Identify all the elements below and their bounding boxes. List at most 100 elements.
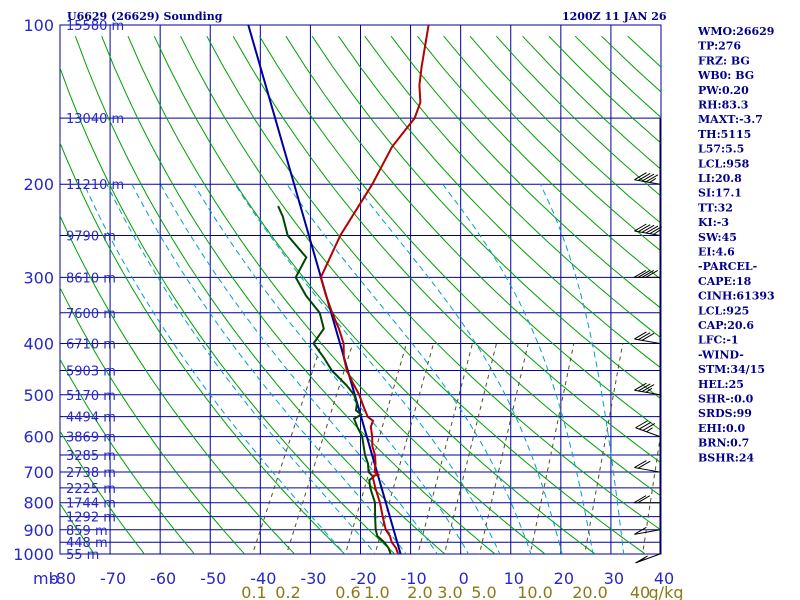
- wind-barb: [633, 269, 660, 278]
- index-entry: TP:276: [698, 40, 741, 53]
- adiabat-lines: [60, 35, 661, 554]
- mixing-ratio-label: 5.0: [471, 583, 496, 600]
- dry-adiabat: [180, 35, 647, 554]
- temperature-tick-label: -60: [150, 569, 176, 588]
- wind-barb-half-flag: [646, 427, 653, 433]
- moist-adiabat: [234, 183, 501, 554]
- wind-barb: [634, 460, 661, 473]
- moist-adiabat: [83, 183, 346, 554]
- index-entry: PW:0.20: [698, 84, 749, 97]
- index-entry: -PARCEL-: [698, 260, 757, 273]
- mixing-ratio-line: [374, 343, 435, 554]
- index-entry: WMO:26629: [697, 25, 774, 38]
- mixing-ratio-label: 40: [630, 583, 650, 600]
- station-title: U6629 (26629) Sounding: [67, 10, 223, 23]
- index-entry: TT:32: [698, 201, 733, 214]
- wind-barb-flag: [633, 269, 647, 278]
- wind-barb-flag: [634, 382, 647, 391]
- dry-adiabat: [60, 430, 146, 554]
- pressure-tick-label: 500: [23, 386, 54, 405]
- dry-adiabat: [259, 35, 661, 464]
- wind-barb-half-flag: [653, 229, 660, 235]
- index-entry: KI:-3: [698, 216, 729, 229]
- mixing-ratio-line: [417, 343, 473, 554]
- index-entry: EHI:0.0: [698, 422, 745, 435]
- wind-barb-flag: [649, 226, 663, 235]
- dry-adiabat: [101, 36, 496, 554]
- index-entry: BRN:0.7: [698, 437, 749, 450]
- dewpoint-line: [277, 205, 392, 554]
- temperature-tick-label: -10: [401, 569, 427, 588]
- height-label: 3869 m: [66, 431, 116, 446]
- pressure-tick-label: 400: [23, 334, 54, 353]
- wind-barb-flag: [637, 383, 651, 392]
- wind-barb-flag: [637, 460, 651, 469]
- height-label: 1744 m: [66, 497, 116, 512]
- temperature-tick-label: -80: [50, 569, 76, 588]
- moist-adiabat: [106, 183, 377, 554]
- index-entry: EI:4.6: [698, 246, 735, 259]
- moist-adiabat: [131, 183, 407, 554]
- temperature-tick-label: 30: [604, 569, 624, 588]
- index-entry: SHR-:0.0: [698, 393, 754, 406]
- pressure-tick-label: 1000: [13, 545, 54, 564]
- index-entry: WB0: BG: [697, 69, 754, 82]
- wind-barb-flag: [637, 172, 651, 181]
- height-label: 55 m: [66, 548, 99, 563]
- height-label: 859 m: [66, 524, 108, 539]
- moist-adiabat: [539, 183, 625, 554]
- height-label: 13040 m: [66, 112, 124, 127]
- dry-adiabat: [60, 141, 346, 554]
- sounding-profiles: [247, 25, 430, 554]
- wind-barb-staff: [634, 529, 661, 535]
- height-label: 7600 m: [66, 307, 116, 322]
- mixing-ratio-label: 10.0: [517, 583, 553, 600]
- wind-barb-flag: [641, 173, 655, 182]
- moist-adiabat: [193, 183, 470, 554]
- mixing-ratio-label: 0.2: [275, 583, 300, 600]
- index-entry: LI:20.8: [698, 172, 742, 185]
- temperature-tick-label: -30: [300, 569, 326, 588]
- moist-adiabat: [442, 183, 594, 554]
- wind-barb: [634, 526, 661, 535]
- height-label: 1292 m: [66, 511, 116, 526]
- wind-barb-half-flag: [649, 178, 657, 183]
- wind-barb-flag: [637, 269, 651, 278]
- mixing-ratio-label: 3.0: [437, 583, 462, 600]
- wind-barb-flag: [641, 224, 655, 233]
- mixing-ratio-label: 1.0: [364, 583, 389, 600]
- mixing-ratio-line: [443, 343, 497, 554]
- dry-adiabat: [232, 35, 661, 497]
- chart-grid: [59, 24, 662, 555]
- index-entry: SW:45: [698, 231, 737, 244]
- wind-barb-flag: [634, 223, 647, 232]
- wind-barb-flag: [634, 526, 647, 535]
- index-entry: LCL:958: [698, 157, 750, 170]
- wind-barb-flag: [635, 555, 648, 564]
- mixing-ratio-line: [642, 428, 661, 554]
- wind-barb: [635, 553, 661, 564]
- dry-adiabat: [206, 35, 661, 531]
- index-entry: L57:5.5: [698, 143, 744, 156]
- mb-unit-label: mb: [33, 569, 59, 588]
- wind-barb-flag: [642, 422, 656, 431]
- temperature-line: [319, 25, 430, 554]
- wind-barb-flag: [638, 421, 652, 430]
- height-label: 5903 m: [66, 365, 116, 380]
- wind-barb: [634, 331, 661, 344]
- mixing-ratio-label: 20.0: [572, 583, 608, 600]
- mixing-ratio-labels: 0.1 0.2 0.6 1.0 2.0 3.0 5.0 10.0 20.0 40g/kg: [241, 583, 683, 600]
- height-label: 4494 m: [66, 411, 116, 426]
- dry-adiabat: [364, 35, 661, 339]
- wind-barb-flag: [634, 172, 647, 181]
- wind-barb-flag: [645, 174, 659, 183]
- dry-adiabat: [153, 35, 597, 554]
- moist-adiabat: [354, 183, 563, 554]
- wind-barb-flag: [641, 269, 655, 278]
- pressure-tick-label: 200: [23, 175, 54, 194]
- dry-adiabat: [60, 66, 396, 554]
- dry-adiabat: [285, 35, 661, 432]
- height-labels: 15580 m 13040 m 11210 m 9790 m 8610 m 7600 m 6…: [66, 19, 124, 563]
- height-label: 448 m: [66, 536, 108, 551]
